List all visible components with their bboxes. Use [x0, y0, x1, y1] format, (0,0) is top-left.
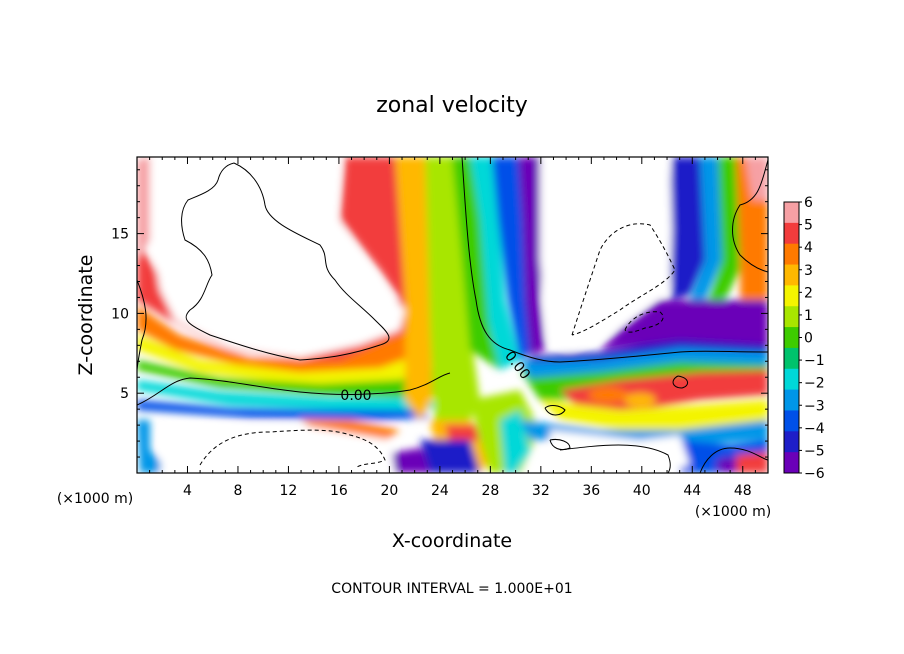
colorbar-swatch [784, 410, 799, 432]
contour-label-zero-left: 0.00 [340, 388, 371, 404]
y-tick-label: 5 [120, 386, 129, 402]
x-tick-label: 32 [532, 483, 550, 499]
field-region [137, 380, 440, 412]
field-region [137, 157, 150, 260]
colorbar: 6 5 4 3 2 1 0 −1 −2 −3 −4 −5 −6 [783, 195, 825, 482]
x-axis-ticks: 4 8 12 16 20 24 28 32 36 40 44 48 [149, 157, 756, 499]
field-region [137, 360, 450, 398]
field-region [745, 157, 768, 200]
x-unit-label-left: (×1000 m) [57, 491, 133, 507]
colorbar-label: −1 [804, 353, 825, 369]
field-region-calm [550, 430, 690, 473]
colorbar-label: −4 [804, 421, 825, 437]
contour-line-dashed [571, 223, 676, 336]
colorbar-swatch [784, 389, 799, 411]
colorbar-swatch [784, 452, 799, 474]
field-region [520, 345, 768, 378]
y-axis-label: Z-coordinate [75, 255, 97, 376]
field-region-calm [540, 160, 672, 350]
colorbar-swatch [784, 368, 799, 391]
contour-interval-note: CONTOUR INTERVAL = 1.000E+01 [331, 581, 572, 597]
colorbar-swatch [784, 264, 799, 286]
field-region [668, 157, 705, 300]
field-region-calm [150, 160, 405, 358]
field-region [395, 157, 432, 420]
contour-line [549, 439, 571, 451]
field-region [137, 400, 430, 420]
contour-line [559, 444, 671, 473]
colorbar-swatch [784, 243, 799, 266]
colorbar-swatch [784, 327, 799, 349]
colorbar-label: 5 [804, 218, 813, 234]
field-region [470, 157, 520, 370]
field-region [690, 157, 722, 300]
field-region [540, 400, 768, 430]
y-tick-label: 15 [111, 227, 129, 243]
x-tick-label: 36 [582, 483, 600, 499]
x-tick-label: 4 [183, 483, 192, 499]
x-tick-label: 16 [330, 483, 348, 499]
x-axis-label: X-coordinate [392, 530, 512, 552]
contour-line-dashed [624, 311, 664, 333]
contour-line [181, 162, 390, 361]
colorbar-swatch [784, 222, 799, 245]
colorbar-label: 4 [804, 240, 813, 256]
field-region [588, 387, 628, 403]
field-region [708, 157, 740, 300]
colorbar-swatch [784, 202, 799, 224]
y-axis-ticks: 5 10 15 [111, 169, 768, 458]
velocity-field [137, 157, 768, 473]
field-region-calm [160, 425, 395, 473]
field-region [736, 452, 768, 473]
field-region [500, 410, 530, 473]
colorbar-label: −3 [804, 398, 825, 414]
colorbar-label: 0 [804, 331, 813, 347]
field-region [492, 157, 535, 360]
plot-area [137, 157, 768, 473]
colorbar-swatch [784, 347, 799, 370]
x-tick-label: 20 [380, 483, 398, 499]
field-region [420, 440, 480, 473]
colorbar-label: 2 [804, 285, 813, 301]
colorbar-label: −2 [804, 376, 825, 392]
field-region [530, 338, 768, 362]
x-tick-label: 44 [683, 483, 701, 499]
x-unit-label-right: (×1000 m) [695, 504, 771, 520]
contour-line [544, 405, 566, 416]
field-region [137, 300, 430, 375]
contour-line [461, 157, 768, 363]
field-region [425, 157, 480, 440]
x-tick-label: 12 [280, 483, 298, 499]
colorbar-swatch [784, 431, 799, 453]
colorbar-label: 1 [804, 308, 813, 324]
x-tick-label: 48 [734, 483, 752, 499]
field-region [600, 300, 768, 350]
contour-line [699, 447, 768, 473]
contour-line [672, 375, 688, 389]
colorbar-label: −6 [804, 466, 825, 482]
x-tick-label: 8 [233, 483, 242, 499]
contour-line [137, 372, 451, 406]
x-tick-label: 40 [633, 483, 651, 499]
field-region [716, 457, 740, 473]
colorbar-label: 6 [804, 195, 813, 211]
colorbar-label: 3 [804, 263, 813, 279]
chart-title: zonal velocity [376, 93, 528, 118]
colorbar-swatch [784, 285, 799, 307]
colorbar-label: −5 [804, 443, 825, 459]
y-tick-label: 10 [111, 306, 129, 322]
field-region [137, 335, 430, 388]
contour-line-dashed [199, 429, 386, 469]
x-tick-label: 28 [481, 483, 499, 499]
field-region [518, 157, 545, 355]
x-tick-label: 24 [431, 483, 449, 499]
field-region [137, 420, 170, 473]
contour-line [732, 159, 768, 273]
field-region [624, 393, 656, 407]
colorbar-swatch [784, 306, 799, 328]
